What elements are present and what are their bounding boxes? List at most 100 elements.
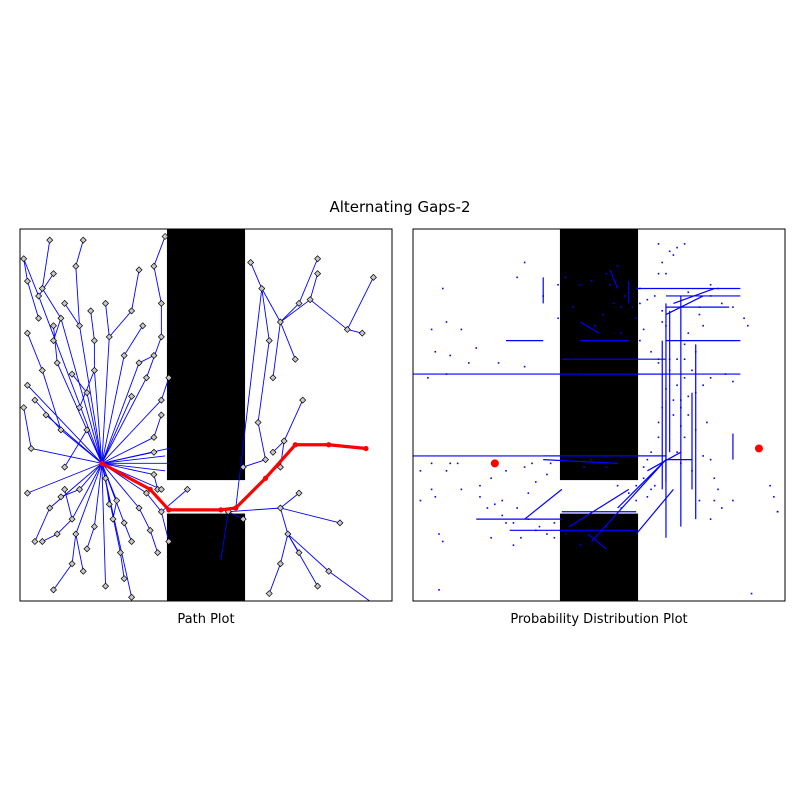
tree-node	[76, 322, 84, 330]
tree-node	[79, 236, 87, 244]
tree-node	[46, 504, 54, 512]
probability-dot	[720, 302, 723, 305]
tree-edge	[75, 533, 84, 572]
tree-edge	[27, 332, 43, 371]
tree-edge	[27, 384, 103, 464]
probability-dot	[698, 313, 701, 316]
probability-dot	[512, 522, 515, 524]
tree-edge	[41, 240, 51, 289]
tree-edge	[31, 448, 102, 464]
probability-dot	[456, 462, 459, 465]
probability-dot	[698, 306, 701, 308]
start-marker	[490, 459, 499, 468]
tree-edge	[272, 440, 285, 453]
probability-dot	[542, 295, 544, 297]
tree-edge	[38, 273, 54, 297]
probability-dot	[683, 358, 686, 360]
probability-dot	[709, 518, 712, 520]
probability-dot	[687, 414, 690, 416]
probability-dot	[680, 425, 682, 427]
tree-node	[369, 273, 377, 281]
probability-dot	[460, 328, 463, 331]
tree-edge	[280, 507, 341, 524]
tree-node	[83, 545, 91, 553]
probability-dot	[549, 462, 552, 465]
tree-node	[83, 389, 91, 397]
solution-path-point	[233, 505, 239, 511]
tree-node	[254, 418, 262, 426]
tree-edge	[53, 563, 73, 591]
tree-edge	[64, 303, 80, 326]
probability-plot-panel: Probability Distribution Plot	[412, 228, 786, 627]
probability-dot	[445, 321, 448, 323]
probability-dot	[650, 350, 652, 353]
probability-dot	[724, 373, 727, 375]
tree-node	[157, 299, 165, 307]
tree-edge	[101, 463, 107, 587]
probability-dot	[680, 399, 682, 401]
tree-edge	[257, 422, 266, 460]
probability-dot	[564, 533, 567, 535]
tree-edge	[235, 288, 263, 509]
tree-edge	[27, 280, 40, 319]
tree-node	[358, 329, 366, 337]
tree-node	[68, 370, 76, 378]
probability-dot	[579, 544, 582, 546]
probability-dot	[494, 503, 496, 506]
probability-dot	[694, 350, 697, 353]
tree-node	[57, 314, 65, 322]
probability-dot	[717, 287, 719, 290]
probability-dot	[572, 306, 574, 308]
probability-dot	[590, 280, 593, 282]
tree-edge	[101, 463, 118, 501]
probability-dot	[639, 339, 641, 342]
tree-node	[314, 255, 322, 263]
probability-dot	[687, 395, 690, 398]
tree-node	[120, 351, 128, 359]
probability-dot	[557, 317, 559, 320]
tree-node	[38, 366, 46, 374]
tree-edge	[101, 399, 162, 464]
tree-node	[20, 404, 28, 412]
probability-dot	[657, 358, 660, 360]
probability-segment	[635, 489, 674, 535]
tree-edge	[41, 370, 62, 431]
path-plot-obstacles	[166, 229, 246, 601]
tree-edge	[149, 530, 159, 553]
tree-node	[265, 337, 273, 345]
probability-dot	[698, 499, 701, 502]
probability-dot	[665, 324, 667, 327]
tree-edge	[60, 488, 80, 498]
tree-node	[269, 448, 277, 456]
probability-dot	[631, 306, 634, 308]
probability-dot	[516, 276, 518, 279]
probability-dot	[564, 276, 567, 279]
tree-edge	[309, 299, 348, 330]
tree-edge	[138, 507, 151, 531]
tree-node	[146, 526, 154, 534]
tree-node	[102, 299, 110, 307]
probability-dot	[732, 499, 734, 502]
probability-dot	[609, 284, 611, 286]
tree-edge	[123, 325, 144, 356]
tree-node	[128, 537, 136, 545]
probability-dot	[490, 477, 492, 480]
probability-dot	[441, 540, 444, 543]
tree-node	[276, 318, 284, 326]
probability-dot	[505, 522, 507, 524]
probability-dot	[583, 466, 585, 468]
probability-dot	[419, 470, 422, 472]
tree-edge	[23, 258, 28, 282]
probability-segment	[580, 321, 600, 334]
tree-node	[239, 463, 247, 471]
probability-dot	[657, 243, 660, 245]
path-plot-tree-edges	[23, 236, 374, 602]
tree-edge	[287, 533, 330, 572]
tree-node	[90, 337, 98, 345]
probability-dot	[605, 272, 608, 275]
probability-dot	[590, 458, 593, 461]
tree-node	[165, 537, 173, 545]
tree-edge	[309, 273, 319, 300]
probability-dot	[501, 514, 504, 517]
tree-edge	[119, 552, 125, 579]
